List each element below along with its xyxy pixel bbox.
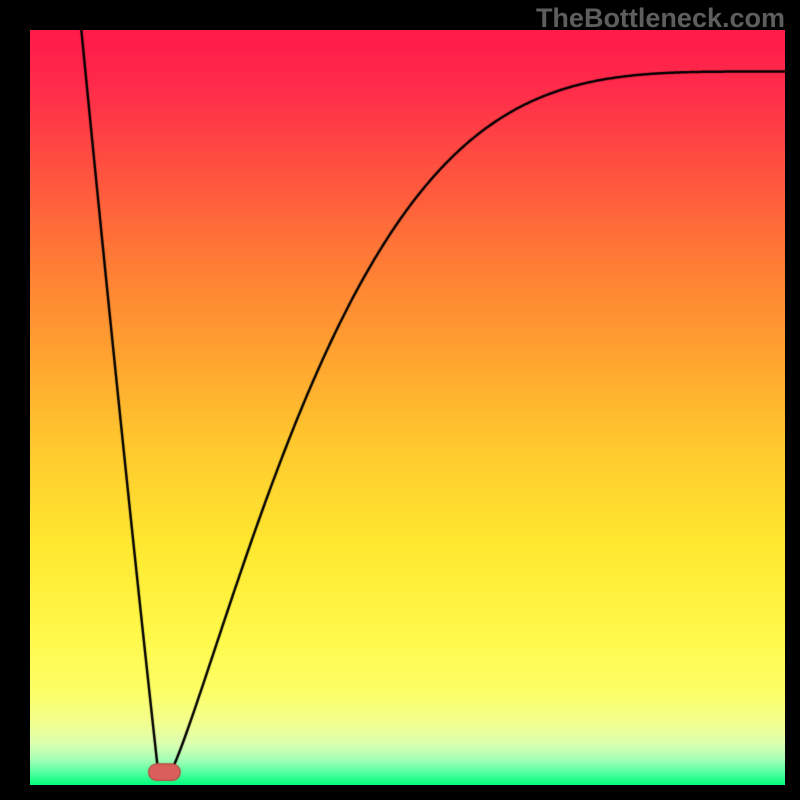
bottleneck-curve <box>30 30 785 785</box>
chart-container: TheBottleneck.com <box>0 0 800 800</box>
watermark-text: TheBottleneck.com <box>536 3 785 34</box>
plot-area <box>30 30 785 785</box>
